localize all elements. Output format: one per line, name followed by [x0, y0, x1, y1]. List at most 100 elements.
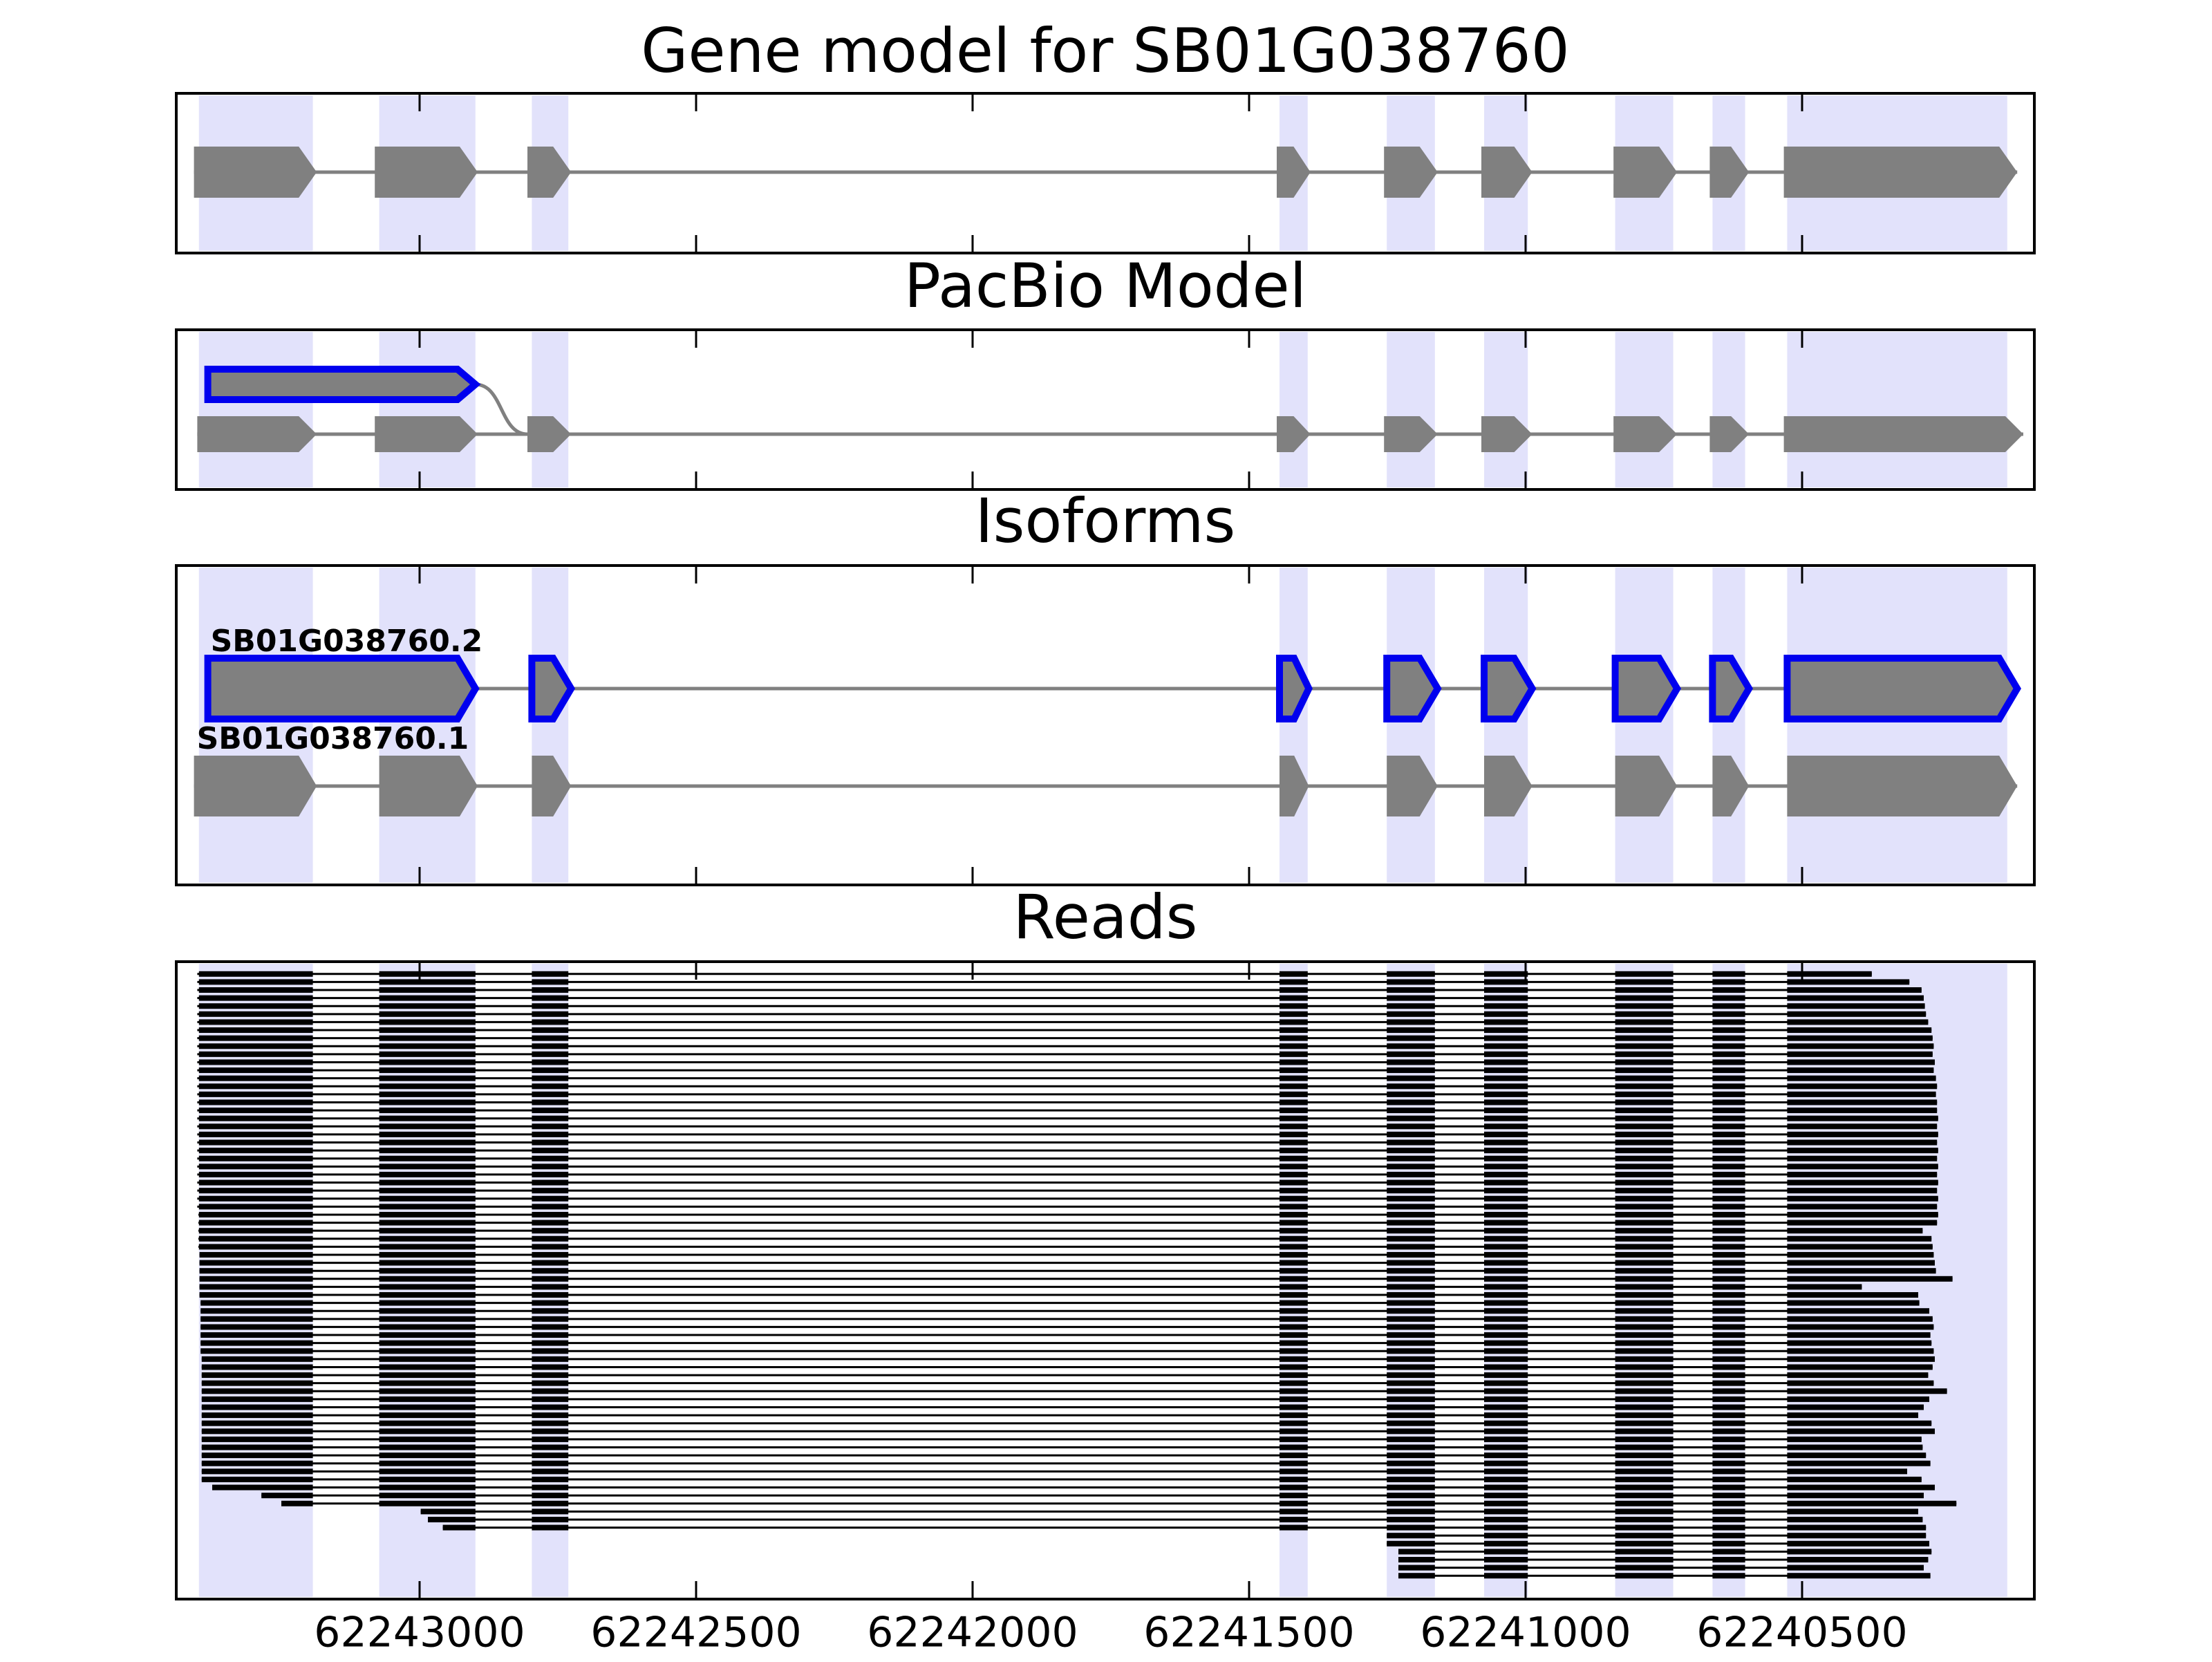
read-block	[379, 1260, 476, 1266]
exon	[1280, 756, 1309, 816]
read-block	[379, 1035, 476, 1041]
read-block	[1787, 1059, 1935, 1065]
exon	[375, 416, 478, 452]
read-block	[1712, 1420, 1745, 1426]
read-block	[1787, 1324, 1934, 1330]
read-block	[1712, 1171, 1745, 1177]
read-block	[201, 1428, 313, 1435]
read-block	[532, 1428, 569, 1435]
read-block	[1787, 1179, 1938, 1186]
read-block	[1615, 1436, 1674, 1442]
read-block	[1787, 1388, 1947, 1394]
read-block	[1615, 1292, 1674, 1298]
read-block	[1387, 1444, 1435, 1450]
read-block	[198, 1099, 313, 1105]
read-block	[1787, 1268, 1936, 1274]
exon	[1611, 655, 1682, 722]
read-block	[532, 1195, 569, 1202]
read-block	[1615, 1476, 1674, 1482]
read-block	[1615, 1356, 1674, 1362]
read-block	[532, 1027, 569, 1034]
read-block	[1712, 1388, 1745, 1394]
read-block	[201, 1412, 313, 1419]
read-block	[1387, 1220, 1435, 1226]
read-block	[198, 1244, 313, 1250]
read-block	[379, 1179, 476, 1186]
read-block	[1787, 1516, 1923, 1522]
read-block	[1387, 1340, 1435, 1346]
read-block	[1387, 1171, 1435, 1177]
read-block	[379, 1228, 476, 1234]
read-block	[1484, 1051, 1528, 1057]
read-block	[1615, 1412, 1674, 1419]
read-block	[1484, 1468, 1528, 1475]
read-block	[532, 1340, 569, 1346]
read-block	[1387, 1195, 1435, 1202]
read-block	[1387, 1300, 1435, 1306]
read-block	[1280, 1332, 1308, 1338]
read-block	[1787, 1340, 1932, 1346]
read-block	[1712, 1251, 1745, 1258]
read-block	[1387, 1292, 1435, 1298]
read-block	[1484, 1364, 1528, 1370]
read-block	[1787, 1468, 1907, 1475]
read-block	[1787, 1235, 1932, 1242]
read-block	[532, 1043, 569, 1049]
read-block	[200, 1300, 313, 1306]
read-block	[1712, 979, 1745, 985]
read-block	[198, 1035, 313, 1041]
read-block	[1615, 1332, 1674, 1338]
read-block	[1280, 1300, 1308, 1306]
read-block	[1280, 1260, 1308, 1266]
read-block	[1387, 1284, 1435, 1290]
read-block	[199, 1292, 313, 1298]
read-block	[1712, 1067, 1745, 1074]
read-block	[1787, 995, 1924, 1001]
read-block	[1615, 1453, 1674, 1459]
read-block	[1280, 1348, 1308, 1354]
read-block	[1615, 1533, 1674, 1539]
read-block	[379, 1115, 476, 1121]
read-block	[379, 1268, 476, 1274]
read-block	[532, 1284, 569, 1290]
read-block	[1280, 1316, 1308, 1322]
read-block	[1484, 1123, 1528, 1130]
read-block	[1712, 1308, 1745, 1314]
exon-shade	[1280, 332, 1308, 487]
read-block	[532, 1131, 569, 1137]
read-block	[1387, 971, 1435, 977]
read-block	[1484, 1348, 1528, 1354]
read-block	[1615, 1428, 1674, 1435]
read-block	[379, 1171, 476, 1177]
read-block	[1387, 1260, 1435, 1266]
read-block	[1387, 1075, 1435, 1081]
read-block	[1484, 1300, 1528, 1306]
isoform-label: SB01G038760.2	[211, 624, 483, 659]
read-block	[532, 1188, 569, 1194]
read-block	[1787, 1444, 1923, 1450]
read-block	[1387, 1476, 1435, 1482]
read-block	[201, 1420, 313, 1426]
read-block	[532, 995, 569, 1001]
read-block	[379, 1404, 476, 1410]
read-block	[1280, 1476, 1308, 1482]
exon	[197, 416, 317, 452]
read-block	[1787, 1123, 1938, 1130]
read-block	[1484, 1171, 1528, 1177]
read-block	[1615, 1540, 1674, 1547]
read-block	[1484, 1131, 1528, 1137]
read-block	[1712, 1043, 1745, 1049]
read-block	[532, 1493, 569, 1499]
read-block	[1787, 1420, 1932, 1426]
read-block	[532, 1460, 569, 1466]
read-block	[532, 1059, 569, 1065]
read-block	[198, 995, 313, 1001]
read-block	[1615, 1075, 1674, 1081]
read-block	[1280, 1019, 1308, 1025]
read-block	[198, 1067, 313, 1074]
read-block	[198, 1108, 313, 1114]
read-block	[379, 1139, 476, 1146]
read-block	[420, 1509, 476, 1515]
read-block	[379, 1453, 476, 1459]
read-block	[201, 1476, 313, 1482]
